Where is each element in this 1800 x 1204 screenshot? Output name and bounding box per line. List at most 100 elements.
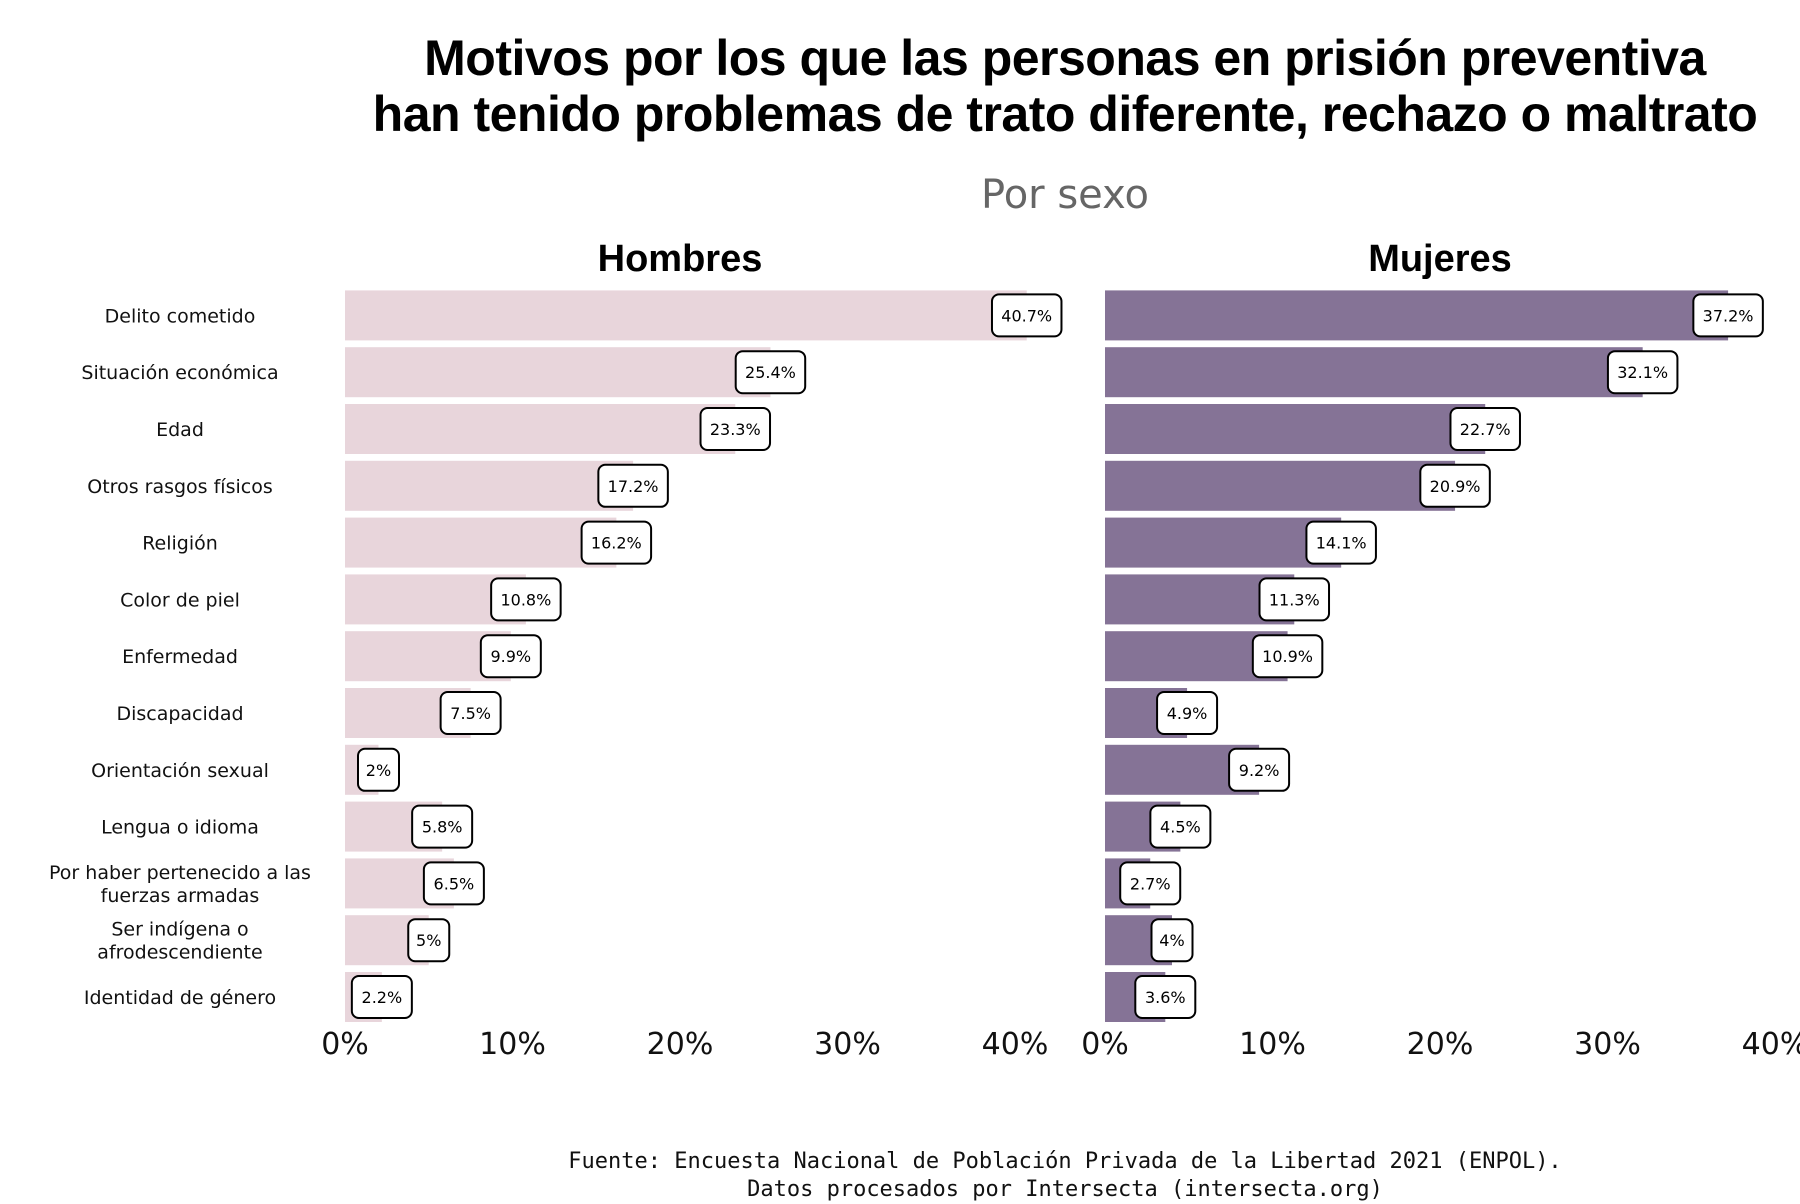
category-label: Situación económica bbox=[81, 362, 278, 384]
x-tick-label: 40% bbox=[982, 1027, 1049, 1062]
data-label-box bbox=[1149, 804, 1212, 849]
category-label: Discapacidad bbox=[116, 703, 243, 725]
data-label-box bbox=[407, 918, 451, 963]
chart-title: Motivos por los que las personas en pris… bbox=[350, 30, 1780, 142]
data-label: 25.4% bbox=[745, 363, 796, 382]
panel-title-mujeres: Mujeres bbox=[1368, 238, 1512, 280]
category-label: Orientación sexual bbox=[91, 760, 269, 782]
data-label: 9.9% bbox=[490, 647, 531, 666]
data-label-box bbox=[597, 463, 669, 508]
category-label-line: Edad bbox=[156, 419, 204, 441]
data-label-box bbox=[1305, 520, 1377, 565]
source-line-2: Datos procesados por Intersecta (interse… bbox=[747, 1177, 1383, 1202]
bar bbox=[1105, 404, 1486, 454]
category-label: Por haber pertenecido a las fuerzas armad… bbox=[49, 862, 311, 907]
data-label: 40.7% bbox=[1001, 306, 1052, 325]
data-label: 5% bbox=[416, 931, 441, 950]
x-tick-label: 10% bbox=[1239, 1027, 1306, 1062]
data-label: 4.9% bbox=[1167, 704, 1208, 723]
category-label: Delito cometido bbox=[105, 305, 256, 327]
category-label-line: Religión bbox=[142, 533, 218, 555]
category-label: Edad bbox=[156, 419, 204, 441]
data-label-box bbox=[734, 350, 807, 395]
data-label: 10.8% bbox=[500, 590, 551, 609]
x-tick-label: 0% bbox=[1081, 1027, 1129, 1062]
bar bbox=[1105, 347, 1643, 398]
data-label: 14.1% bbox=[1316, 534, 1367, 553]
data-label-box bbox=[1606, 350, 1679, 395]
data-label-box bbox=[1228, 747, 1291, 792]
data-label: 16.2% bbox=[591, 534, 642, 553]
x-tick-label: 20% bbox=[1407, 1027, 1474, 1062]
data-label: 5.8% bbox=[422, 818, 463, 837]
data-label-box bbox=[1251, 634, 1324, 679]
category-label-line: Lengua o idioma bbox=[101, 817, 259, 839]
bar bbox=[345, 347, 771, 398]
category-label-line: Ser indígena o bbox=[111, 919, 248, 941]
chart-title-line-2: han tenido problemas de trato diferente,… bbox=[372, 86, 1758, 142]
data-label-box bbox=[699, 407, 772, 451]
data-label: 32.1% bbox=[1617, 363, 1668, 382]
data-label: 4% bbox=[1159, 931, 1184, 950]
data-label: 11.3% bbox=[1269, 590, 1320, 609]
data-label: 23.3% bbox=[710, 420, 761, 439]
category-label: Ser indígena o afrodescendiente bbox=[97, 919, 262, 964]
category-label: Lengua o idioma bbox=[101, 817, 259, 839]
data-label-box bbox=[1258, 577, 1331, 622]
category-label: Otros rasgos físicos bbox=[87, 476, 272, 498]
category-label: Enfermedad bbox=[122, 646, 238, 668]
data-label: 10.9% bbox=[1262, 647, 1313, 666]
data-label-box bbox=[1150, 918, 1194, 963]
category-label-line: Color de piel bbox=[120, 589, 240, 611]
data-label-box bbox=[350, 975, 413, 1019]
data-label-box bbox=[422, 861, 485, 906]
category-label-line: Situación económica bbox=[81, 362, 278, 384]
bar bbox=[1105, 460, 1456, 511]
x-tick-label: 10% bbox=[479, 1027, 546, 1062]
x-tick-label: 40% bbox=[1742, 1027, 1800, 1062]
data-label-box bbox=[1134, 975, 1197, 1019]
category-label-line: Discapacidad bbox=[116, 703, 243, 725]
data-label-box bbox=[1419, 463, 1491, 508]
category-label-line: fuerzas armadas bbox=[101, 885, 260, 907]
category-label-line: Orientación sexual bbox=[91, 760, 269, 782]
data-label-box bbox=[580, 520, 653, 565]
panel-title-hombres: Hombres bbox=[597, 238, 763, 280]
data-label-box bbox=[1119, 861, 1182, 906]
category-label-line: Enfermedad bbox=[122, 646, 238, 668]
x-tick-label: 30% bbox=[814, 1027, 881, 1062]
category-label-line: Otros rasgos físicos bbox=[87, 476, 272, 498]
x-tick-label: 0% bbox=[321, 1027, 369, 1062]
data-label: 22.7% bbox=[1460, 420, 1511, 439]
category-label: Identidad de género bbox=[84, 987, 276, 1009]
data-label: 37.2% bbox=[1703, 306, 1754, 325]
bar bbox=[345, 460, 634, 511]
bar bbox=[1105, 290, 1729, 341]
data-label: 9.2% bbox=[1239, 761, 1280, 780]
chart-subtitle: Por sexo bbox=[981, 172, 1149, 218]
data-label-box bbox=[490, 577, 562, 622]
category-label-line: Identidad de género bbox=[84, 987, 276, 1009]
data-label: 2.7% bbox=[1130, 874, 1171, 893]
data-label: 20.9% bbox=[1430, 477, 1481, 496]
category-label-line: Delito cometido bbox=[105, 305, 256, 327]
category-label-line: Por haber pertenecido a las bbox=[49, 862, 311, 884]
source-note: Fuente: Encuesta Nacional de Población P… bbox=[350, 1148, 1780, 1204]
data-label-box bbox=[1692, 293, 1764, 338]
bar bbox=[345, 290, 1027, 341]
data-label: 17.2% bbox=[608, 477, 659, 496]
data-label-box bbox=[1156, 691, 1219, 735]
data-label: 2.2% bbox=[362, 988, 403, 1007]
bar bbox=[1105, 517, 1342, 568]
data-label: 3.6% bbox=[1145, 988, 1186, 1007]
data-label-box bbox=[411, 804, 474, 849]
source-line-1: Fuente: Encuesta Nacional de Población P… bbox=[568, 1149, 1562, 1174]
data-label: 2% bbox=[366, 761, 391, 780]
data-label-box bbox=[357, 747, 400, 792]
data-label: 6.5% bbox=[434, 874, 475, 893]
bar bbox=[345, 517, 617, 568]
chart-title-line-1: Motivos por los que las personas en pris… bbox=[424, 30, 1706, 86]
panel-mujeres: 37.2% 32.1% 22.7% 20.9% 14.1% 11.3% 10.9% 4.9% 9… bbox=[1081, 290, 1800, 1062]
category-label: Religión bbox=[142, 533, 218, 555]
